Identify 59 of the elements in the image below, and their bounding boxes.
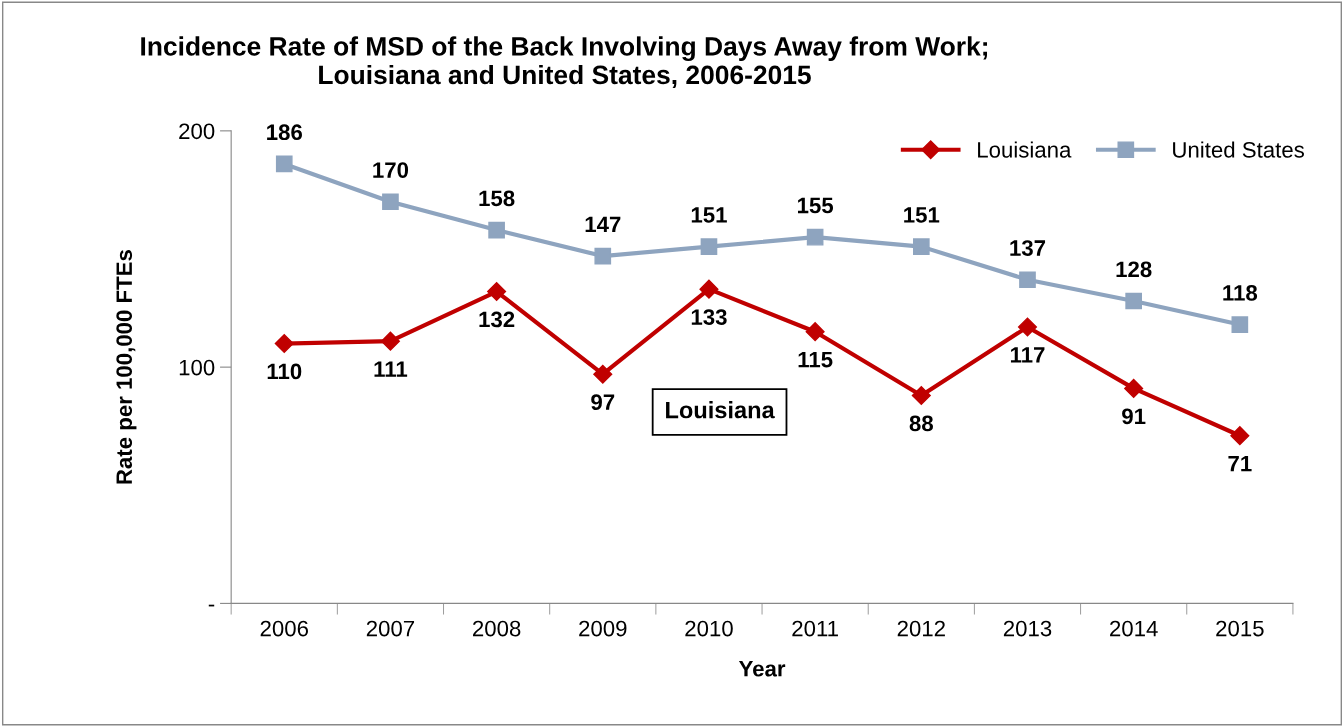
point — [911, 385, 931, 406]
point — [699, 279, 719, 299]
data-label: 91 — [1122, 408, 1146, 425]
point — [1124, 378, 1144, 398]
data-label: 88 — [909, 415, 933, 432]
point — [380, 331, 400, 351]
point — [1017, 317, 1038, 337]
point — [382, 193, 399, 211]
data-label: 115 — [798, 351, 833, 368]
point — [1231, 316, 1249, 333]
point — [806, 228, 824, 246]
x-tick-label: 2013 — [1003, 620, 1052, 637]
x-tick-label: 2011 — [792, 620, 838, 637]
x-tick-label: 2009 — [579, 620, 627, 637]
data-label: 147 — [585, 216, 621, 233]
point — [488, 221, 505, 239]
data-label: 151 — [904, 207, 940, 223]
data-label: 133 — [691, 309, 727, 325]
legend-label: Louisiana — [978, 141, 1072, 158]
point — [805, 322, 825, 342]
annotation: Louisiana — [666, 401, 775, 419]
y-tick-label: 200 — [179, 123, 215, 140]
x-tick-label: 2007 — [366, 620, 415, 637]
point — [593, 364, 613, 384]
x-axis-title: Year — [738, 661, 786, 677]
point — [1019, 271, 1036, 289]
x-tick-label: 2014 — [1110, 620, 1158, 637]
point — [487, 281, 507, 302]
y-axis-title: Rate per 100,000 FTEs — [116, 250, 137, 484]
data-label: 186 — [267, 124, 302, 141]
y-tick-label: - — [208, 604, 215, 607]
data-label: 71 — [1228, 455, 1252, 472]
data-label: 137 — [1010, 240, 1046, 256]
point — [275, 155, 293, 173]
legend-label: United States — [1173, 141, 1304, 158]
point — [700, 238, 718, 255]
point — [1230, 426, 1250, 446]
data-label: 110 — [267, 363, 302, 380]
data-label: 128 — [1116, 261, 1152, 278]
point — [912, 238, 930, 255]
point — [274, 333, 294, 354]
y-tick-label: 100 — [179, 359, 215, 376]
data-label: 118 — [1223, 285, 1258, 301]
data-label: 97 — [591, 394, 615, 410]
data-label: 155 — [798, 197, 834, 214]
data-label: 132 — [479, 311, 515, 328]
data-label: 111 — [374, 361, 408, 377]
x-tick-label: 2012 — [897, 620, 945, 637]
chart-title: Incidence Rate of MSD of the Back Involving Days Away from Work; Louisiana and United States, 2006-2015 — [141, 36, 988, 89]
data-label: 170 — [373, 162, 409, 178]
x-tick-label: 2015 — [1216, 620, 1264, 637]
x-tick-label: 2008 — [473, 620, 521, 637]
data-label: 151 — [691, 207, 727, 223]
point — [594, 247, 612, 265]
data-label: 158 — [479, 190, 515, 207]
point — [1125, 292, 1142, 310]
x-tick-label: 2006 — [260, 620, 308, 637]
x-tick-label: 2010 — [685, 620, 733, 637]
data-label: 117 — [1010, 347, 1045, 363]
